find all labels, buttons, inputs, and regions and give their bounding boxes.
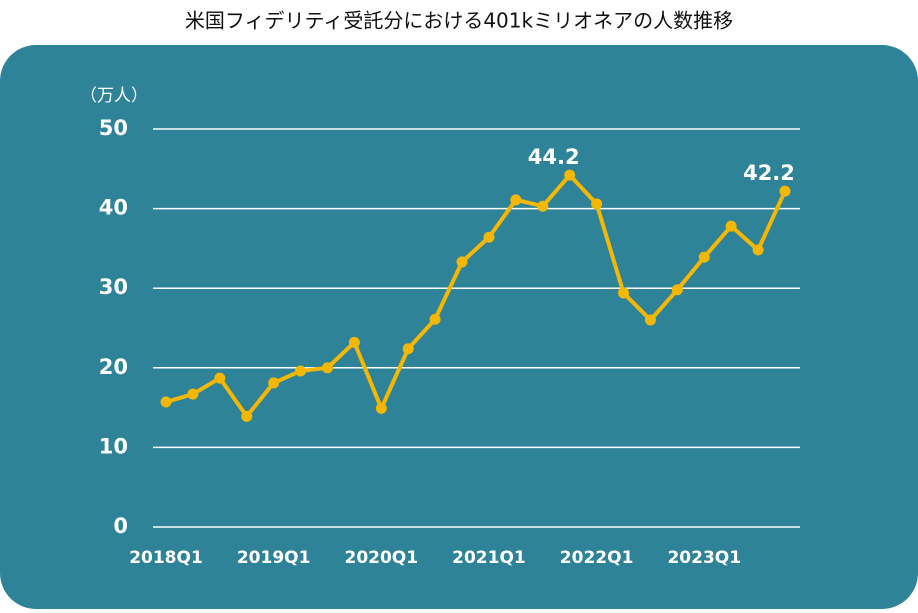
y-tick-label: 40 bbox=[99, 196, 128, 220]
data-label: 44.2 bbox=[528, 145, 580, 169]
plot-panel bbox=[0, 45, 918, 609]
data-point bbox=[429, 313, 441, 325]
data-point bbox=[725, 220, 737, 232]
x-tick-label: 2023Q1 bbox=[667, 548, 741, 568]
data-point bbox=[564, 169, 576, 181]
data-point bbox=[779, 185, 791, 197]
data-point bbox=[510, 194, 522, 206]
data-point bbox=[537, 200, 549, 212]
data-point bbox=[348, 336, 360, 348]
y-tick-label: 10 bbox=[99, 434, 128, 458]
data-label: 42.2 bbox=[743, 161, 795, 185]
data-point bbox=[321, 362, 333, 374]
x-tick-label: 2022Q1 bbox=[560, 548, 634, 568]
y-axis-label: （万人） bbox=[80, 86, 148, 106]
chart-title: 米国フィデリティ受託分における401kミリオネアの人数推移 bbox=[185, 9, 733, 33]
x-tick-label: 2019Q1 bbox=[237, 548, 311, 568]
data-point bbox=[618, 287, 630, 299]
x-tick-label: 2020Q1 bbox=[344, 548, 418, 568]
x-tick-label: 2018Q1 bbox=[129, 548, 203, 568]
data-point bbox=[402, 343, 414, 355]
data-point bbox=[752, 244, 764, 256]
y-tick-label: 50 bbox=[99, 116, 128, 140]
data-point bbox=[268, 377, 280, 389]
data-point bbox=[187, 388, 199, 400]
x-tick-label: 2021Q1 bbox=[452, 548, 526, 568]
data-point bbox=[295, 365, 307, 377]
data-point bbox=[483, 231, 495, 243]
data-point bbox=[591, 198, 603, 210]
data-point bbox=[698, 251, 710, 263]
data-point bbox=[241, 410, 253, 422]
data-point bbox=[456, 256, 468, 268]
y-tick-label: 30 bbox=[99, 275, 128, 299]
data-point bbox=[644, 314, 656, 326]
y-tick-label: 20 bbox=[99, 355, 128, 379]
data-point bbox=[671, 284, 683, 296]
data-point bbox=[214, 372, 226, 384]
y-tick-label: 0 bbox=[113, 514, 128, 538]
data-point bbox=[160, 396, 172, 408]
data-point bbox=[375, 402, 387, 414]
data-line bbox=[165, 173, 787, 419]
